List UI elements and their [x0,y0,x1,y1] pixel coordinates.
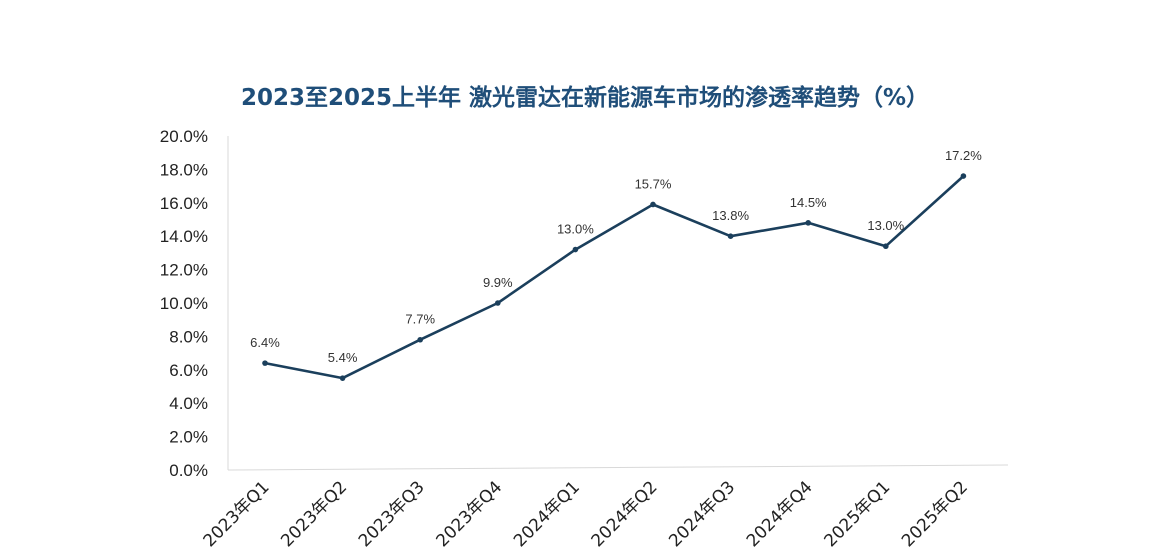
x-tick-label: 2023年Q3 [355,477,429,549]
data-point [339,375,346,381]
data-point [650,201,656,208]
data-label: 17.2% [945,148,982,163]
data-label: 13.8% [712,208,749,223]
chart-title: 2023至2025上半年 激光雷达在新能源车市场的渗透率趋势（%） [240,85,930,111]
y-tick-label: 16.0% [160,194,208,213]
x-tick-label: 2024年Q2 [588,477,662,549]
x-tick-label: 2025年Q2 [898,477,972,549]
y-tick-label: 10.0% [160,294,208,313]
data-points [262,173,967,381]
data-point [805,220,811,226]
data-label: 7.7% [405,312,435,327]
y-tick-label: 4.0% [169,394,208,413]
x-tick-label: 2023年Q4 [432,477,506,549]
x-axis-ticks: 2023年Q1 2023年Q2 2023年Q3 2023年Q4 2024年Q1 2024年… [200,477,972,549]
data-labels: 6.4% 5.4% 7.7% 9.9% 13.0% 15.7% 13.8% 14.5% 13.0… [250,148,982,365]
x-tick-label: 2024年Q1 [510,477,584,549]
y-tick-label: 20.0% [160,127,208,146]
data-label: 13.0% [867,218,904,233]
data-point [262,360,268,366]
data-label: 9.9% [483,275,513,290]
data-label: 6.4% [250,335,280,350]
y-tick-label: 12.0% [160,261,208,280]
y-tick-label: 18.0% [160,160,208,179]
series-line [263,174,965,380]
data-label: 13.0% [557,222,594,237]
y-tick-label: 6.0% [169,361,208,380]
x-tick-label: 2023年Q2 [277,477,351,549]
y-tick-label: 0.0% [169,461,208,480]
data-point [727,233,734,239]
x-tick-label: 2024年Q4 [743,477,817,549]
data-point [960,173,967,179]
data-point [417,336,424,343]
data-label: 5.4% [328,350,358,365]
x-tick-label: 2024年Q3 [665,477,739,549]
y-tick-label: 8.0% [169,327,208,346]
x-tick-label: 2025年Q1 [820,477,894,549]
x-axis-line [227,464,1009,471]
y-tick-label: 14.0% [160,227,208,246]
data-label: 14.5% [790,195,827,210]
x-tick-label: 2023年Q1 [200,477,274,549]
y-axis-ticks: 0.0% 2.0% 4.0% 6.0% 8.0% 10.0% 12.0% 14.0% 16.0%… [160,127,208,480]
series-polyline [263,174,965,380]
data-point [883,243,889,250]
data-point [495,300,501,306]
y-tick-label: 2.0% [169,428,208,447]
axes [227,136,1009,471]
data-point [572,246,579,253]
data-label: 15.7% [635,176,672,191]
